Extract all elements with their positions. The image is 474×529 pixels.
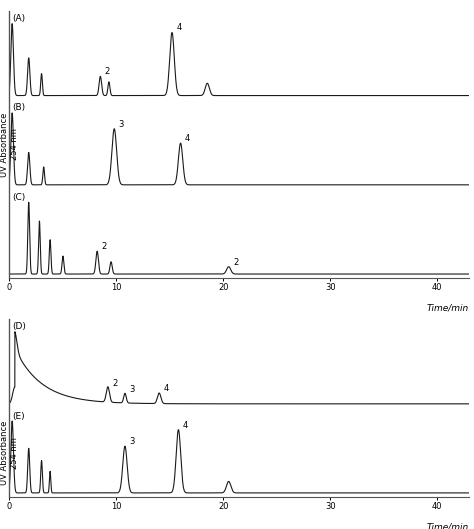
Text: (E): (E): [12, 412, 24, 421]
Text: 4: 4: [176, 23, 182, 32]
Text: UV Absorbance
254 nm: UV Absorbance 254 nm: [0, 112, 19, 177]
Text: 3: 3: [129, 437, 135, 446]
Text: 4: 4: [164, 384, 169, 393]
Text: Time/min: Time/min: [427, 522, 469, 529]
Text: 2: 2: [101, 242, 107, 251]
Text: 3: 3: [118, 120, 124, 129]
Text: 2: 2: [233, 258, 238, 267]
Text: (C): (C): [12, 193, 25, 202]
Text: 3: 3: [129, 385, 135, 394]
Text: 2: 2: [112, 379, 118, 388]
Text: 4: 4: [182, 421, 188, 430]
Text: (D): (D): [12, 322, 26, 331]
Text: Time/min: Time/min: [427, 304, 469, 313]
Text: 4: 4: [185, 134, 190, 143]
Text: UV Absorbance
254 nm: UV Absorbance 254 nm: [0, 421, 19, 485]
Text: 2: 2: [105, 67, 110, 76]
Text: (B): (B): [12, 104, 25, 113]
Text: (A): (A): [12, 14, 25, 23]
